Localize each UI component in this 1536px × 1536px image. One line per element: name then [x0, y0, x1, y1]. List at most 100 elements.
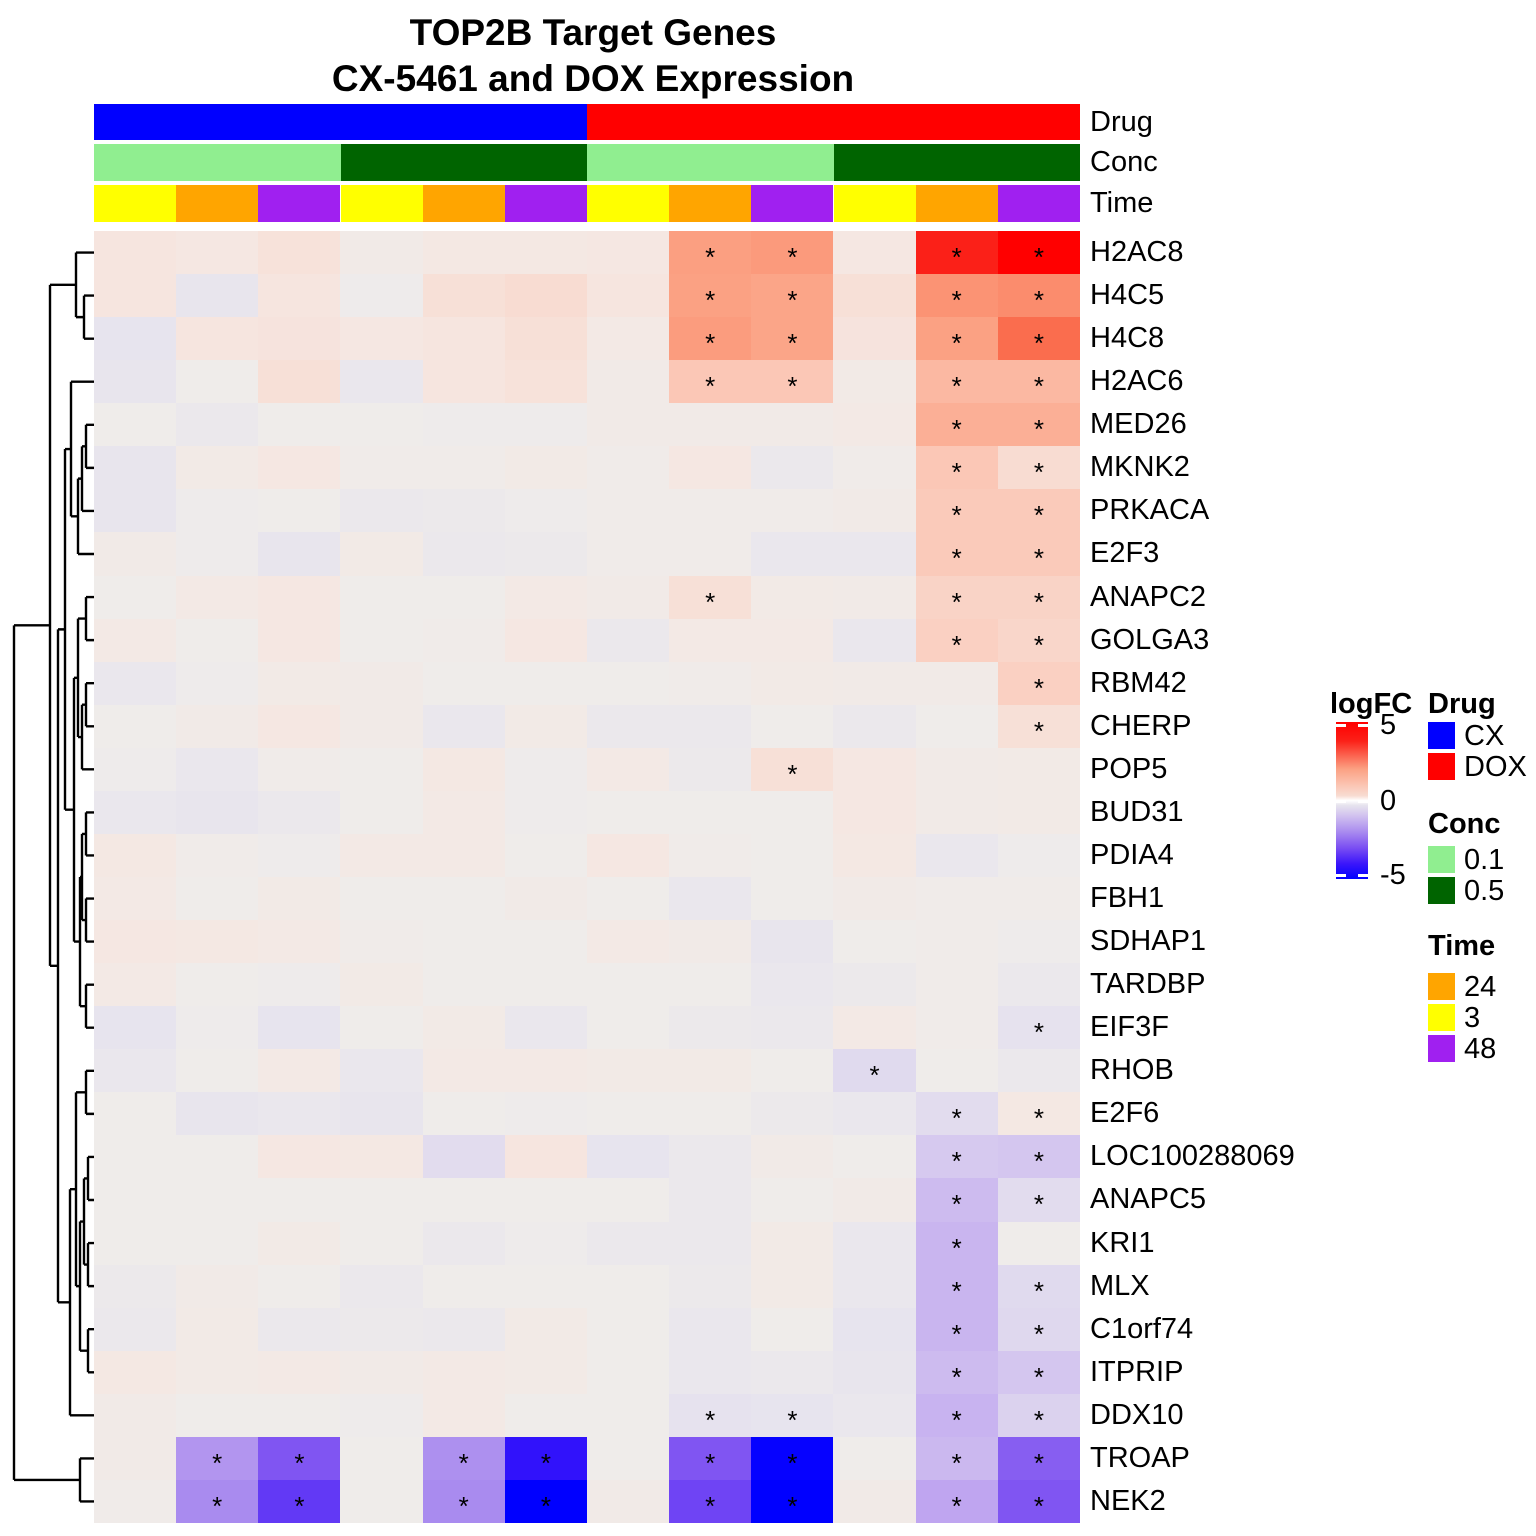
significance-star: * — [951, 1404, 962, 1435]
significance-star: * — [705, 242, 716, 273]
heatmap-cell — [915, 704, 998, 748]
heatmap-cell — [833, 317, 916, 361]
heatmap-cell — [94, 920, 177, 964]
heatmap-cell — [669, 963, 752, 1007]
chart-title-line2: CX-5461 and DOX Expression — [331, 58, 855, 99]
heatmap-cell — [176, 963, 259, 1007]
heatmap-cell — [340, 920, 423, 964]
heatmap-cell — [340, 274, 423, 318]
heatmap-cell — [504, 1350, 587, 1394]
significance-star: * — [540, 1490, 551, 1521]
heatmap-cell — [751, 1135, 834, 1179]
heatmap-cell — [669, 833, 752, 877]
heatmap-cell — [669, 1135, 752, 1179]
heatmap-cell — [94, 790, 177, 834]
conc-legend-label: 0.5 — [1464, 875, 1505, 907]
heatmap-cell — [586, 360, 670, 404]
heatmap-cell — [669, 618, 752, 662]
heatmap-cell: * — [997, 1350, 1080, 1394]
time-legend-label: 3 — [1464, 1002, 1481, 1034]
conc-legend-swatch — [1428, 877, 1455, 904]
heatmap-cell: * — [997, 1006, 1080, 1050]
heatmap-cell — [94, 360, 177, 404]
heatmap-cell — [504, 1135, 587, 1179]
heatmap-cell — [669, 1049, 752, 1093]
heatmap-cell — [422, 1307, 505, 1351]
gene-row-label: PRKACA — [1090, 494, 1210, 527]
heatmap-cell — [669, 489, 752, 533]
gene-row-label: E2F6 — [1090, 1097, 1160, 1130]
heatmap-cell — [94, 661, 177, 705]
heatmap-cell — [669, 532, 752, 576]
heatmap-cell — [422, 920, 505, 964]
heatmap-cell: * — [997, 661, 1080, 705]
heatmap-cell — [176, 360, 259, 404]
significance-star: * — [1033, 242, 1044, 273]
heatmap-cell — [94, 1006, 177, 1050]
gene-row-label: H2AC8 — [1090, 236, 1184, 268]
heatmap-cell — [915, 1006, 998, 1050]
significance-star: * — [951, 1189, 962, 1220]
significance-star: * — [951, 629, 962, 660]
heatmap-cell — [422, 618, 505, 662]
heatmap-cell — [258, 747, 341, 791]
heatmap-cell — [258, 618, 341, 662]
significance-star: * — [705, 1490, 716, 1521]
heatmap-cell — [340, 403, 423, 447]
heatmap-cell — [176, 790, 259, 834]
time-legend-swatch — [1428, 973, 1455, 1000]
heatmap-cell: * — [915, 1307, 998, 1351]
heatmap-cell — [751, 575, 834, 619]
heatmap-cell — [258, 360, 341, 404]
heatmap-cell — [176, 231, 259, 275]
heatmap-cell — [751, 1092, 834, 1136]
significance-star: * — [951, 285, 962, 316]
heatmap-cell — [833, 1006, 916, 1050]
heatmap-cell — [504, 618, 587, 662]
heatmap-cell — [751, 790, 834, 834]
heatmap-cell — [340, 1307, 423, 1351]
heatmap-cell: * — [669, 317, 752, 361]
significance-star: * — [1033, 328, 1044, 359]
logfc-tick-dash — [1358, 799, 1368, 803]
heatmap-cell — [422, 231, 505, 275]
heatmap-cell: * — [422, 1479, 505, 1523]
gene-row-label: SDHAP1 — [1090, 925, 1207, 958]
heatmap-cell — [586, 876, 670, 921]
drug-legend-label: CX — [1464, 720, 1505, 752]
logfc-tick-dash — [1336, 799, 1346, 803]
heatmap-cell — [258, 575, 341, 619]
heatmap-cell — [833, 704, 916, 748]
heatmap-cell — [340, 618, 423, 662]
heatmap-cell — [586, 1092, 670, 1136]
gene-row-label: LOC100288069 — [1090, 1140, 1295, 1173]
time-legend-swatch — [1428, 1035, 1455, 1062]
gene-row-label: TARDBP — [1090, 968, 1206, 1001]
significance-star: * — [540, 1447, 551, 1478]
heatmap-cell — [422, 661, 505, 705]
heatmap-cell: * — [997, 274, 1080, 318]
heatmap-cell — [997, 920, 1080, 964]
heatmap-cell: * — [915, 360, 998, 404]
heatmap-cell — [669, 747, 752, 791]
significance-star: * — [1033, 1318, 1044, 1349]
heatmap-cell — [176, 1049, 259, 1093]
heatmap-cell — [586, 1221, 670, 1265]
significance-star: * — [951, 242, 962, 273]
conc-annotation-segment — [587, 144, 834, 181]
heatmap-cell — [586, 274, 670, 318]
gene-row-label: MED26 — [1090, 408, 1187, 441]
heatmap-cell — [915, 963, 998, 1007]
heatmap-cell: * — [176, 1436, 259, 1480]
heatmap-cell — [833, 1221, 916, 1265]
heatmap-cell: * — [751, 1479, 834, 1523]
heatmap-cell — [751, 1264, 834, 1308]
significance-star: * — [212, 1447, 223, 1478]
heatmap-cell — [997, 747, 1080, 791]
heatmap-cell — [504, 1049, 587, 1093]
heatmap-cell — [94, 1479, 177, 1523]
heatmap-cell: * — [915, 575, 998, 619]
heatmap-cell — [94, 274, 177, 318]
heatmap-cell — [340, 833, 423, 877]
heatmap-cell: * — [997, 532, 1080, 576]
